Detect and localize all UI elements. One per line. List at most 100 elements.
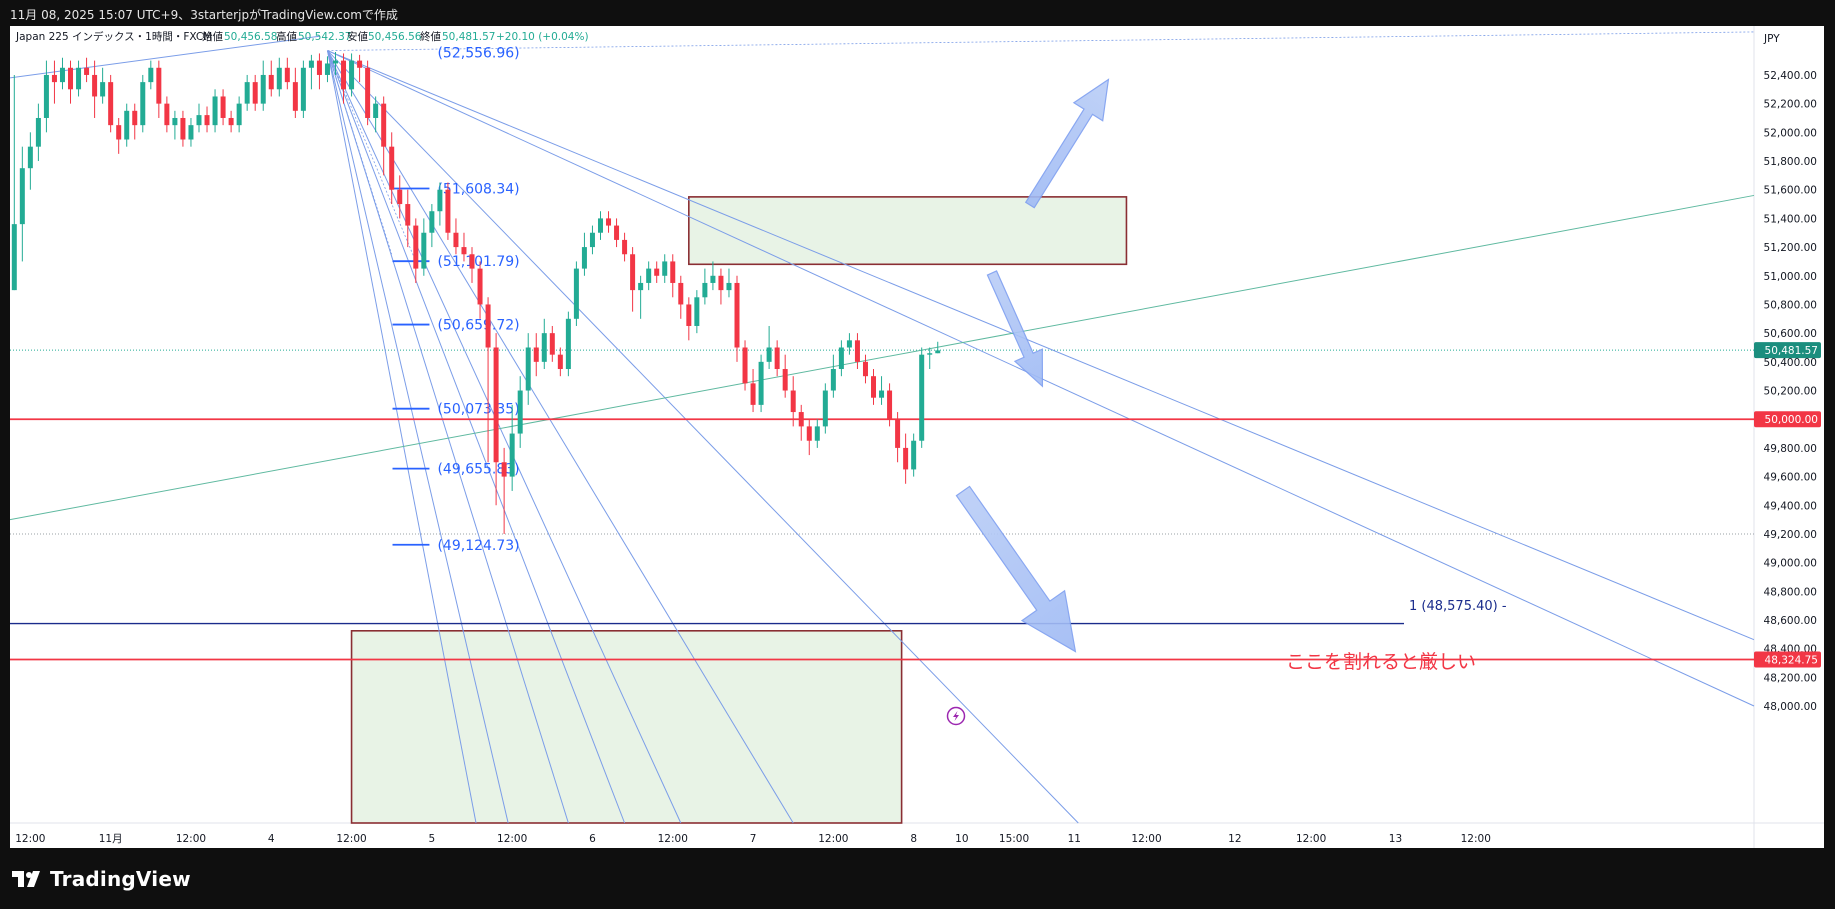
candle-body (164, 103, 170, 126)
time-tick-label: 10 (955, 833, 968, 845)
price-tick-label: 50,800.00 (1764, 299, 1817, 311)
fib-label: (50,659.72) (437, 318, 519, 334)
fan-line (327, 50, 626, 824)
candle-body (132, 110, 138, 126)
candle-body (156, 67, 162, 104)
time-tick-label: 12:00 (658, 833, 688, 845)
time-tick-label: 12:00 (1131, 833, 1161, 845)
candle-body (790, 390, 796, 413)
candle-body (84, 67, 90, 75)
close-value: 50,481.57 (442, 31, 495, 43)
candle-body (646, 268, 652, 283)
candle-body (919, 354, 925, 441)
price-badge (1754, 411, 1821, 428)
candle-body (614, 225, 620, 240)
candle-body (349, 60, 355, 90)
candle-body (341, 60, 347, 90)
candle-body (742, 347, 748, 384)
arrow-up-annotation (1024, 78, 1110, 209)
resistance-zone (688, 196, 1128, 266)
price-tick-label: 52,400.00 (1764, 70, 1817, 82)
candle-body (879, 390, 885, 398)
green-trendline (9, 194, 1755, 521)
candle-body (838, 347, 844, 370)
candle-body (822, 390, 828, 427)
support-annotation: ここを割れると厳しい (1286, 651, 1476, 673)
candle-body (324, 63, 330, 75)
candle-body (509, 433, 515, 477)
time-tick-label: 11 (1068, 833, 1081, 845)
fan-dotted-line (327, 50, 393, 255)
candle-body (276, 67, 282, 90)
time-tick-label: 4 (268, 833, 275, 845)
candle-body (734, 282, 740, 348)
candle-body (108, 82, 114, 126)
candle-body (670, 261, 676, 283)
candle-body (935, 350, 941, 354)
fib-label: (49,655.83) (437, 462, 519, 478)
candle-body (244, 82, 250, 104)
price-badge (1754, 651, 1821, 668)
candle-body (469, 254, 475, 269)
price-tick-label: 50,400.00 (1764, 357, 1817, 369)
price-badge-label: 48,324.75 (1765, 655, 1818, 667)
candle-body (43, 74, 49, 118)
fan-line (327, 50, 682, 824)
candle-body (204, 115, 210, 126)
open-value: 50,456.58 (224, 31, 277, 43)
candle-body (887, 390, 893, 420)
price-tick-label: 51,600.00 (1764, 185, 1817, 197)
candle-body (501, 462, 507, 477)
tradingview-brand: TradingView (50, 867, 191, 891)
candle-body (662, 261, 668, 276)
candle-body (308, 60, 314, 68)
price-tick-label: 51,200.00 (1764, 242, 1817, 254)
candle-body (19, 168, 25, 225)
candle-body (525, 347, 531, 391)
candle-body (429, 211, 435, 233)
fan-line (327, 50, 794, 824)
candle-body (814, 426, 820, 441)
candle-body (927, 353, 933, 355)
candle-body (758, 361, 764, 405)
price-tick-label: 50,200.00 (1764, 386, 1817, 398)
candle-body (846, 340, 852, 348)
fan-line (327, 50, 1755, 641)
time-tick-label: 13 (1389, 833, 1402, 845)
candle-body (806, 426, 812, 441)
chart-frame[interactable]: (52,556.96) (51,608.34) (51,101.79) (50,659… (9, 26, 1824, 848)
candle-body (565, 318, 571, 370)
high-value: 50,542.37 (298, 31, 351, 43)
price-tick-label: 49,800.00 (1764, 443, 1817, 455)
candle-body (854, 340, 860, 362)
candle-body (549, 333, 555, 355)
candle-body (268, 74, 274, 90)
candle-body (381, 103, 387, 147)
candle-body (92, 74, 98, 97)
price-tick-label: 48,800.00 (1764, 586, 1817, 598)
candle-body (606, 218, 612, 226)
candle-body (581, 247, 587, 269)
lightning-icon[interactable] (946, 706, 966, 726)
candle-body (236, 103, 242, 126)
price-chart[interactable]: (52,556.96) (51,608.34) (51,101.79) (50,659… (9, 26, 1824, 848)
time-tick-label: 5 (429, 833, 436, 845)
candle-body (421, 232, 427, 269)
candle-body (59, 67, 65, 83)
tradingview-logo[interactable]: TradingView (12, 867, 191, 891)
candle-body (437, 189, 443, 212)
candle-body (694, 297, 700, 326)
time-tick-label: 8 (910, 833, 917, 845)
candle-body (461, 247, 467, 255)
candle-body (702, 282, 708, 298)
caption-bar: 11月 08, 2025 15:07 UTC+9、3starterjpがTrad… (0, 0, 1835, 26)
candle-body (766, 347, 772, 362)
candle-body (188, 125, 194, 140)
candle-body (589, 232, 595, 248)
candle-body (397, 189, 403, 205)
fan-line (326, 50, 569, 824)
candle-body (557, 354, 563, 370)
price-tick-label: 48,200.00 (1764, 672, 1817, 684)
candle-body (100, 82, 106, 97)
price-axis-panel[interactable] (1754, 26, 1824, 848)
